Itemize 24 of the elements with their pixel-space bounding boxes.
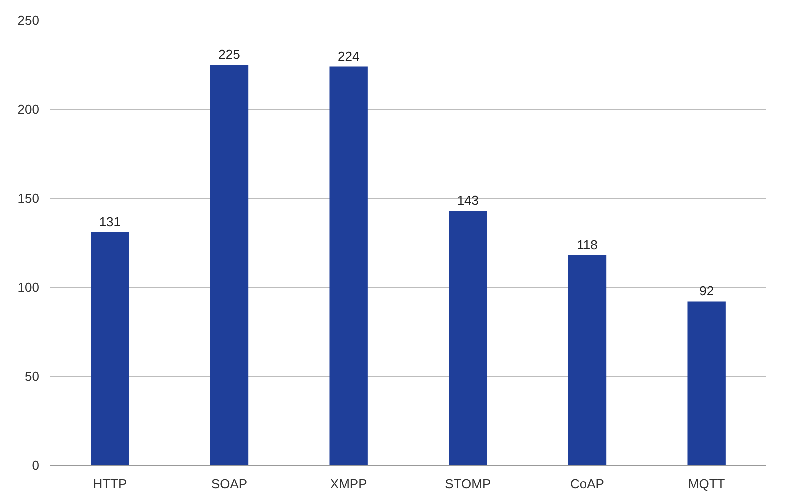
y-tick-label: 150 [18, 191, 40, 206]
data-label: 131 [99, 214, 122, 230]
data-label: 224 [338, 48, 360, 64]
x-tick-label: SOAP [211, 476, 248, 492]
data-label: 143 [457, 192, 480, 208]
y-tick-label: 250 [18, 13, 40, 28]
y-tick-label: 100 [18, 280, 40, 295]
bar [91, 232, 130, 466]
data-label: 225 [218, 47, 240, 62]
y-tick-label: 50 [25, 369, 40, 384]
bar [210, 65, 249, 466]
x-tick-label: HTTP [93, 476, 128, 492]
bar [688, 302, 726, 466]
x-tick-label: CoAP [570, 476, 604, 492]
bar [568, 255, 607, 466]
data-label: 118 [577, 237, 598, 252]
data-label: 92 [700, 284, 714, 299]
bar [330, 66, 368, 466]
x-tick-label: STOMP [445, 476, 492, 492]
x-tick-label: XMPP [330, 476, 368, 492]
y-tick-label: 200 [18, 102, 40, 117]
x-tick-label: MQTT [688, 476, 726, 492]
bar [449, 210, 488, 466]
y-tick-label: 0 [32, 458, 40, 473]
